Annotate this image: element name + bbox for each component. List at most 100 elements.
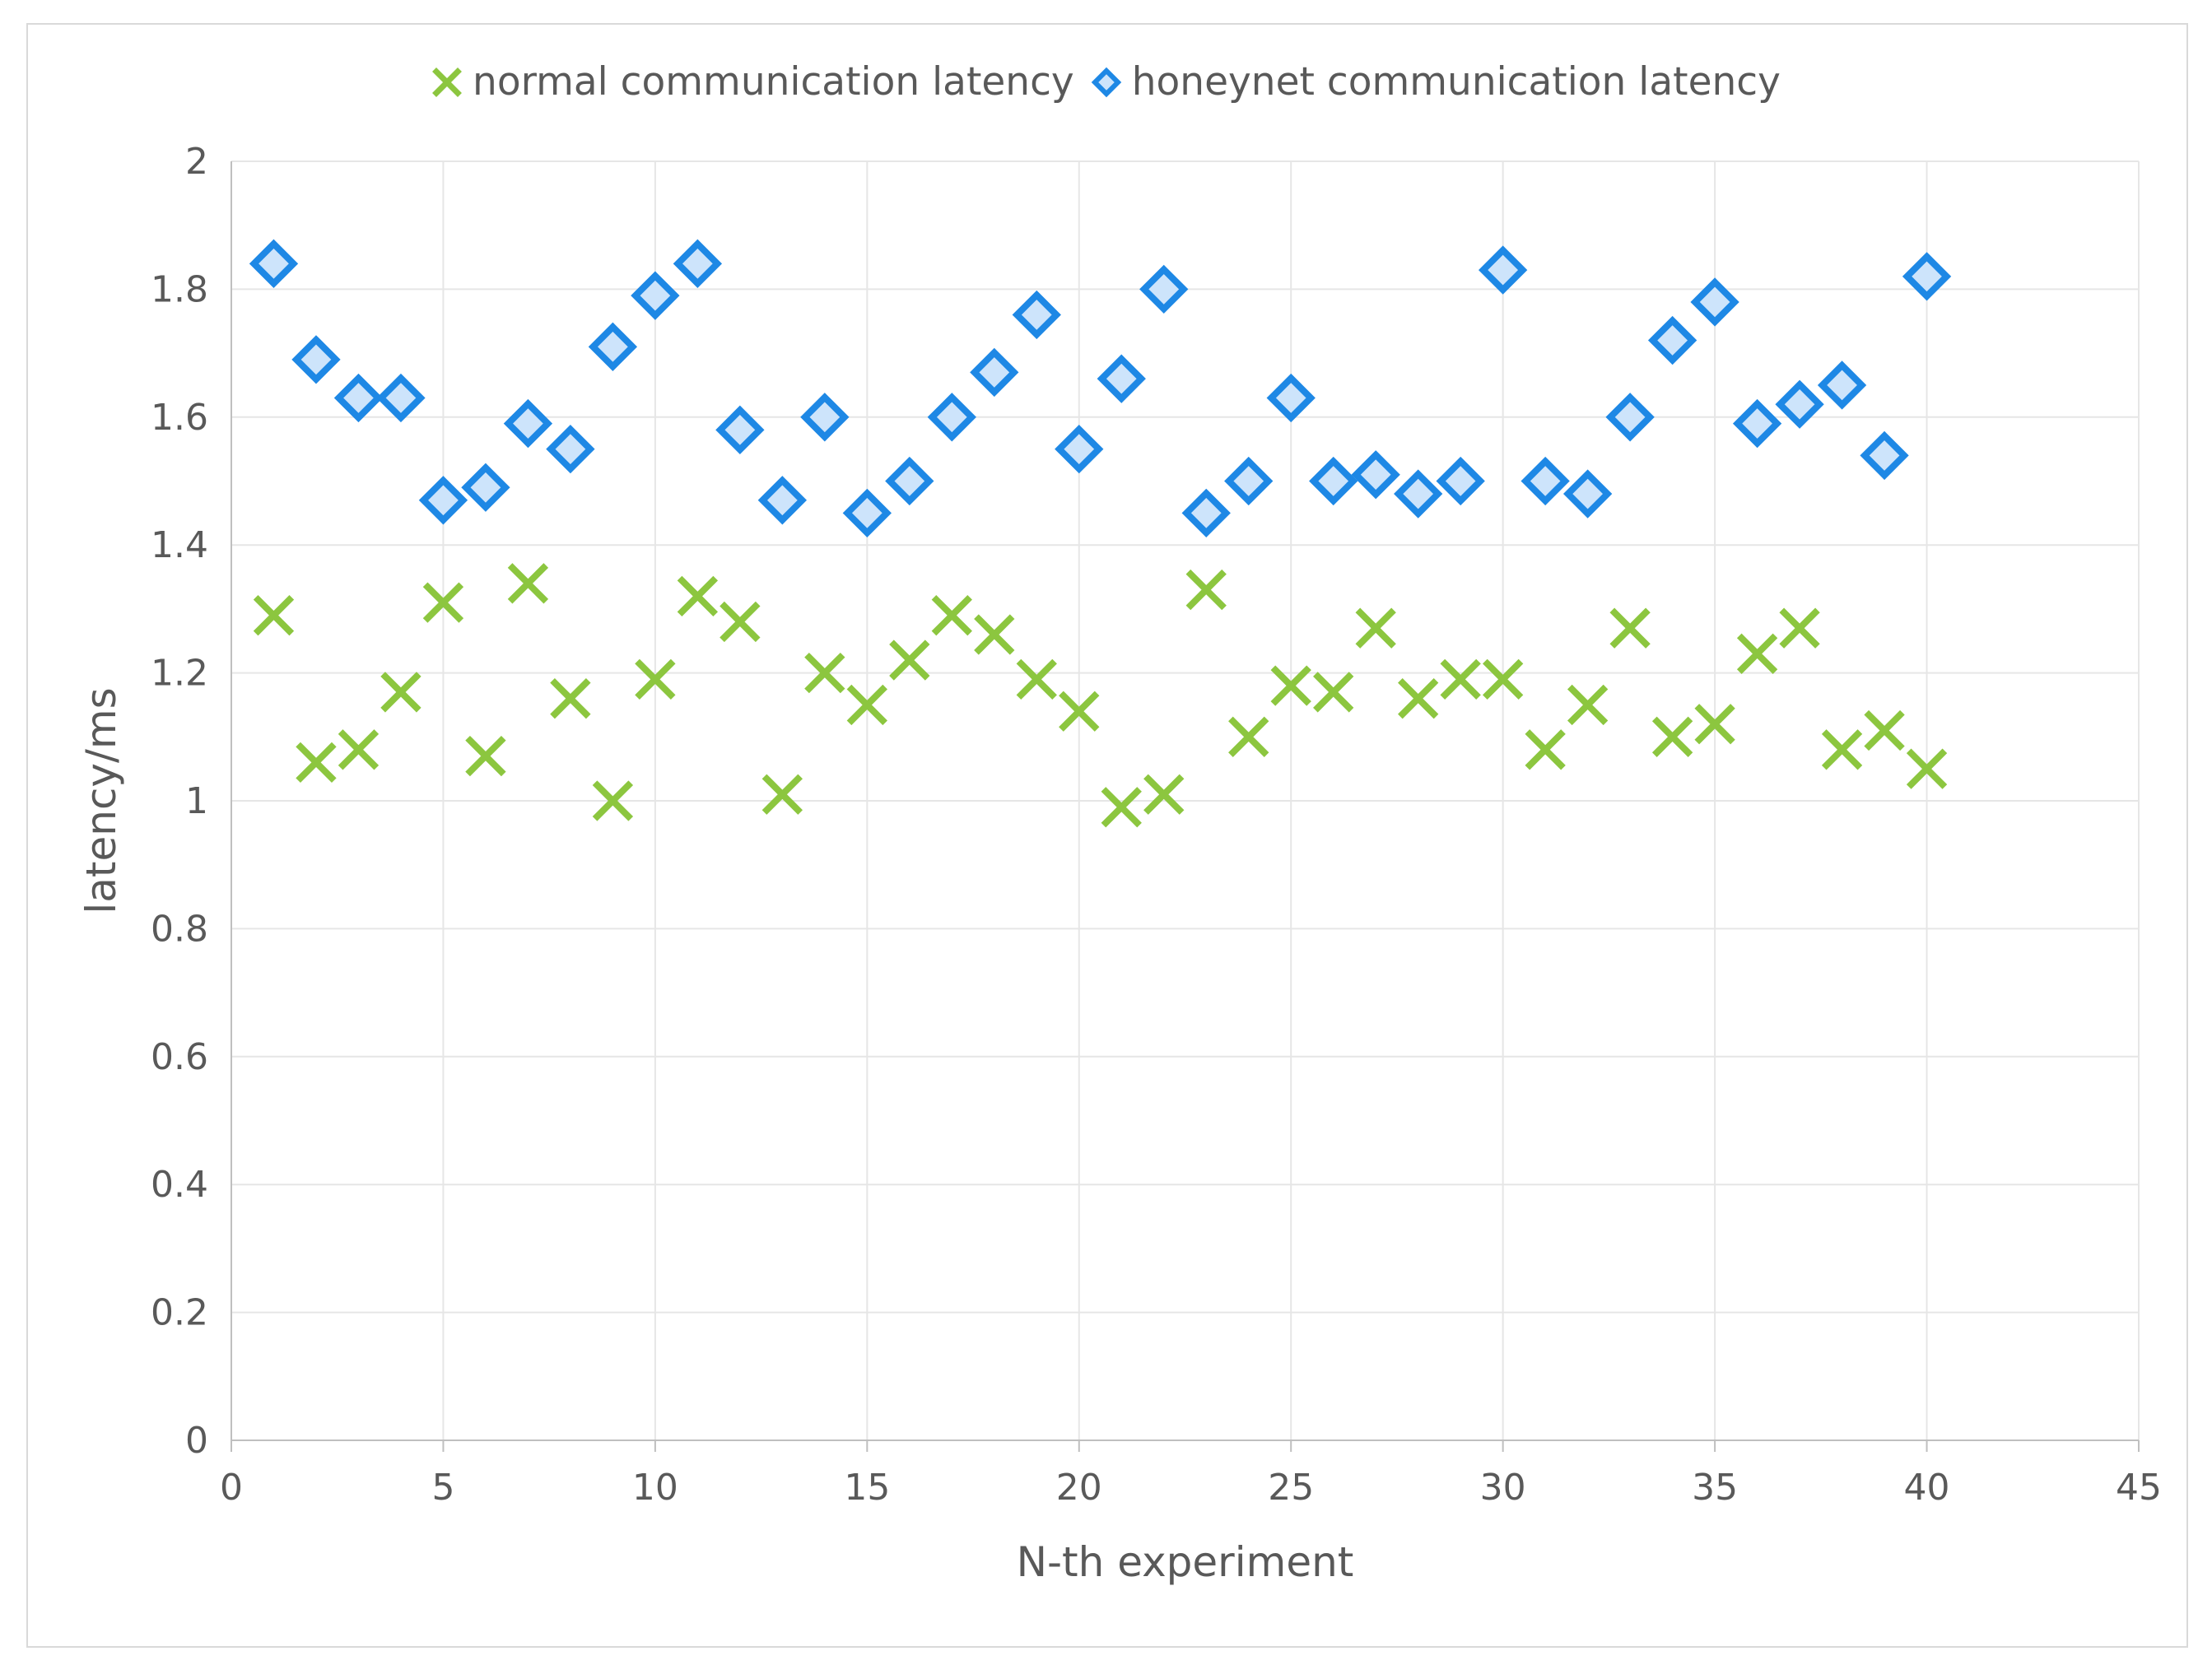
data-point-honeynet [1309, 456, 1358, 506]
data-point-normal [761, 774, 803, 815]
series-honeynet [249, 239, 1952, 538]
data-point-honeynet [715, 405, 765, 454]
data-point-honeynet [1351, 450, 1400, 500]
data-point-normal [1059, 691, 1100, 732]
data-point-honeynet [1266, 373, 1316, 423]
x-marker-icon [432, 67, 462, 97]
legend-label-honeynet: honeynet communication latency [1131, 59, 1781, 105]
data-point-normal [1736, 633, 1778, 674]
data-point-normal [719, 601, 761, 643]
data-point-honeynet [800, 393, 850, 442]
x-tick-label: 15 [844, 1467, 890, 1509]
data-point-normal [1228, 716, 1269, 757]
x-tick-label: 20 [1056, 1467, 1102, 1509]
data-point-normal [1651, 716, 1693, 757]
data-point-honeynet [291, 335, 341, 384]
data-point-honeynet [842, 488, 892, 538]
data-point-normal [974, 614, 1015, 655]
data-point-normal [1906, 748, 1948, 789]
data-point-normal [1101, 787, 1142, 828]
data-point-normal [1313, 672, 1354, 713]
data-point-normal [1398, 678, 1439, 719]
data-point-honeynet [1479, 245, 1528, 295]
data-point-honeynet [885, 456, 934, 506]
y-tick-label: 1 [185, 780, 208, 822]
gridlines [231, 160, 2140, 1440]
data-point-normal [550, 678, 591, 719]
data-point-honeynet [1394, 469, 1443, 519]
x-tick-label: 45 [2116, 1467, 2162, 1509]
data-point-normal [1525, 729, 1566, 770]
data-point-normal [296, 742, 337, 784]
x-tick-label: 40 [1904, 1467, 1950, 1509]
data-point-honeynet [1520, 456, 1570, 506]
data-point-normal [846, 684, 887, 726]
data-point-honeynet [249, 239, 299, 288]
y-tick-label: 0.6 [151, 1036, 208, 1078]
data-point-honeynet [1139, 264, 1189, 314]
data-point-honeynet [1012, 290, 1061, 340]
data-point-honeynet [1605, 393, 1655, 442]
data-point-honeynet [1224, 456, 1274, 506]
x-tick-label: 10 [632, 1467, 678, 1509]
data-point-normal [635, 658, 676, 700]
x-axis-title: N-th experiment [1017, 1538, 1354, 1586]
data-point-normal [1864, 709, 1905, 751]
data-point-honeynet [1775, 379, 1824, 429]
data-point-honeynet [546, 424, 595, 474]
data-point-normal [422, 582, 464, 623]
diamond-marker-icon [1091, 67, 1121, 97]
data-point-normal [338, 729, 380, 770]
data-point-normal [1185, 569, 1227, 611]
data-point-normal [804, 652, 845, 694]
y-tick-label: 0.2 [151, 1292, 208, 1334]
data-point-honeynet [376, 373, 426, 423]
y-tick-label: 1.8 [151, 268, 208, 310]
y-tick-label: 2 [185, 141, 208, 183]
data-point-honeynet [631, 271, 680, 320]
data-point-normal [253, 595, 295, 636]
data-point-normal [507, 563, 549, 604]
data-point-normal [1567, 684, 1609, 726]
data-point-honeynet [1860, 430, 1909, 481]
data-point-normal [1143, 774, 1185, 815]
data-point-honeynet [757, 476, 808, 525]
y-tick-label: 1.4 [151, 524, 208, 566]
y-tick-label: 0.4 [151, 1164, 208, 1206]
data-point-honeynet [1436, 456, 1485, 506]
data-point-honeynet [927, 393, 976, 442]
y-axis-title: latency/ms [77, 687, 125, 914]
legend-item-honeynet: honeynet communication latency [1091, 59, 1781, 105]
data-point-normal [1609, 607, 1651, 649]
data-point-honeynet [588, 322, 638, 371]
x-tick-label: 5 [431, 1467, 454, 1509]
data-point-normal [1355, 607, 1396, 649]
data-point-honeynet [673, 239, 723, 288]
data-point-normal [677, 575, 719, 617]
data-point-honeynet [333, 373, 384, 423]
chart-frame [26, 23, 2188, 1648]
data-point-normal [592, 780, 634, 821]
data-point-normal [465, 735, 506, 777]
data-point-normal [1440, 658, 1481, 700]
data-point-honeynet [1097, 354, 1146, 403]
data-point-normal [931, 595, 972, 636]
data-point-honeynet [418, 476, 468, 525]
y-tick-labels: 0 0.2 0.4 0.6 0.8 1 1.2 1.4 1.6 1.8 2 [151, 141, 208, 1462]
series-normal [253, 563, 1948, 828]
data-point-honeynet [970, 347, 1019, 398]
x-tick-label: 0 [220, 1467, 243, 1509]
legend: normal communication latency honeynet co… [0, 59, 2212, 105]
y-tick-label: 1.6 [151, 397, 208, 439]
data-point-honeynet [461, 463, 510, 512]
data-point-honeynet [503, 398, 553, 449]
data-point-honeynet [1817, 360, 1867, 410]
y-tick-label: 0.8 [151, 908, 208, 950]
x-tick-label: 25 [1268, 1467, 1314, 1509]
data-point-honeynet [1562, 469, 1613, 519]
data-point-honeynet [1181, 488, 1231, 538]
data-point-normal [380, 672, 421, 713]
x-tick-label: 30 [1480, 1467, 1526, 1509]
data-point-honeynet [1902, 252, 1952, 301]
data-point-normal [1694, 704, 1735, 745]
